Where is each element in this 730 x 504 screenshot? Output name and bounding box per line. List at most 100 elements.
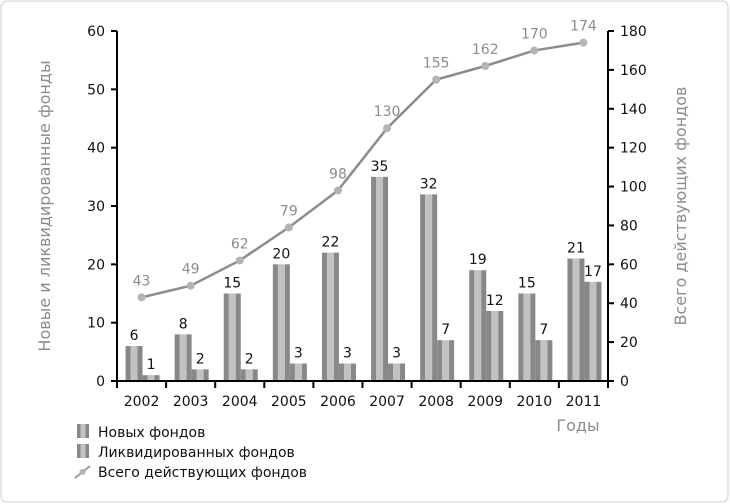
y-tick-label: 30 bbox=[87, 199, 105, 215]
bar-new bbox=[518, 293, 536, 381]
bar-label-liquidated: 3 bbox=[294, 346, 303, 362]
bar-liquidated bbox=[142, 375, 160, 381]
point-label-total: 43 bbox=[133, 273, 151, 289]
bar-label-new: 8 bbox=[179, 316, 188, 332]
x-tick-label: 2005 bbox=[271, 394, 307, 410]
bar-new bbox=[125, 346, 143, 381]
y-tick-label: 20 bbox=[87, 257, 105, 273]
y2-axis-title: Всего действующих фондов bbox=[671, 87, 690, 326]
point-label-total: 62 bbox=[231, 236, 249, 252]
x-tick-label: 2006 bbox=[320, 394, 356, 410]
point-label-total: 155 bbox=[423, 56, 450, 72]
bar-new bbox=[321, 252, 339, 381]
point-total bbox=[137, 293, 146, 302]
bar-label-new: 22 bbox=[322, 235, 340, 251]
y-tick-label: 10 bbox=[87, 316, 105, 332]
bar-label-liquidated: 2 bbox=[196, 351, 205, 367]
bar-new bbox=[420, 194, 438, 381]
line-total bbox=[141, 41, 584, 299]
point-label-total: 79 bbox=[280, 203, 298, 219]
y-tick-label: 0 bbox=[96, 374, 105, 390]
x-tick-label: 2009 bbox=[467, 394, 503, 410]
y2-tick-label: 120 bbox=[620, 141, 647, 157]
legend-label-total: Всего действующих фондов bbox=[98, 465, 307, 481]
x-tick-label: 2003 bbox=[173, 394, 209, 410]
bar-liquidated bbox=[388, 363, 406, 381]
bar-label-new: 15 bbox=[223, 276, 241, 292]
bar-label-liquidated: 1 bbox=[147, 357, 156, 373]
bar-liquidated bbox=[535, 340, 553, 381]
point-total bbox=[186, 281, 195, 290]
point-total bbox=[481, 62, 490, 70]
legend-label-liquidated: Ликвидированных фондов bbox=[98, 445, 295, 461]
bar-label-liquidated: 7 bbox=[441, 322, 450, 338]
point-total bbox=[579, 38, 588, 47]
y2-tick-label: 160 bbox=[620, 63, 647, 79]
bar-label-liquidated: 7 bbox=[539, 322, 548, 338]
y-tick-label: 40 bbox=[87, 141, 105, 157]
point-total bbox=[333, 186, 342, 195]
bar-liquidated bbox=[486, 311, 504, 381]
point-total bbox=[432, 75, 441, 84]
point-label-total: 130 bbox=[374, 104, 401, 120]
bar-label-new: 20 bbox=[272, 246, 290, 262]
bar-label-new: 6 bbox=[130, 328, 139, 344]
point-total bbox=[235, 256, 244, 265]
point-label-total: 162 bbox=[472, 42, 499, 58]
point-label-total: 98 bbox=[329, 166, 347, 182]
y2-tick-label: 40 bbox=[620, 296, 638, 312]
bar-new bbox=[469, 270, 487, 381]
y2-tick-label: 80 bbox=[620, 218, 638, 234]
y-tick-label: 50 bbox=[87, 82, 105, 98]
y2-tick-label: 60 bbox=[620, 257, 638, 273]
point-label-total: 174 bbox=[570, 19, 597, 35]
bar-new bbox=[272, 264, 290, 381]
legend-marker-icon bbox=[79, 469, 86, 475]
bar-new bbox=[567, 258, 585, 381]
y-tick-label: 60 bbox=[87, 24, 105, 40]
x-axis-title: Годы bbox=[556, 416, 599, 435]
point-label-total: 170 bbox=[521, 26, 548, 42]
bar-new bbox=[174, 334, 192, 381]
bar-new bbox=[371, 176, 389, 381]
bar-label-new: 21 bbox=[567, 241, 585, 257]
bar-liquidated bbox=[240, 369, 258, 381]
bar-label-liquidated: 12 bbox=[486, 293, 504, 309]
y2-tick-label: 100 bbox=[620, 180, 647, 196]
bar-liquidated bbox=[338, 363, 356, 381]
y2-tick-label: 20 bbox=[620, 335, 638, 351]
x-tick-label: 2002 bbox=[124, 394, 160, 410]
legend-swatch-liquidated bbox=[77, 444, 89, 458]
legend-swatch-new bbox=[77, 424, 89, 438]
x-tick-label: 2008 bbox=[418, 394, 454, 410]
x-tick-label: 2010 bbox=[517, 394, 553, 410]
y2-tick-label: 180 bbox=[620, 24, 647, 40]
point-total bbox=[383, 124, 392, 133]
bar-label-new: 35 bbox=[371, 159, 389, 175]
bar-liquidated bbox=[191, 369, 209, 381]
x-tick-label: 2004 bbox=[222, 394, 258, 410]
bar-liquidated bbox=[584, 281, 602, 381]
bar-label-new: 15 bbox=[518, 276, 536, 292]
x-tick-label: 2011 bbox=[566, 394, 602, 410]
bar-liquidated bbox=[437, 340, 455, 381]
bar-liquidated bbox=[289, 363, 307, 381]
bar-label-liquidated: 2 bbox=[245, 351, 254, 367]
legend-label-new: Новых фондов bbox=[98, 425, 205, 441]
y2-tick-label: 0 bbox=[620, 374, 629, 390]
x-tick-label: 2007 bbox=[369, 394, 405, 410]
point-label-total: 49 bbox=[182, 262, 200, 278]
bar-label-liquidated: 17 bbox=[584, 264, 602, 280]
bar-label-new: 32 bbox=[420, 176, 438, 192]
point-total bbox=[530, 46, 539, 55]
point-total bbox=[284, 223, 293, 232]
legend: Новых фондов Ликвидированных фондов Всег… bbox=[74, 424, 307, 481]
bar-label-liquidated: 3 bbox=[392, 346, 401, 362]
y-axis-title: Новые и ликвидированные фонды bbox=[35, 60, 54, 351]
y2-tick-label: 140 bbox=[620, 102, 647, 118]
bar-label-liquidated: 3 bbox=[343, 346, 352, 362]
bar-new bbox=[223, 293, 241, 381]
